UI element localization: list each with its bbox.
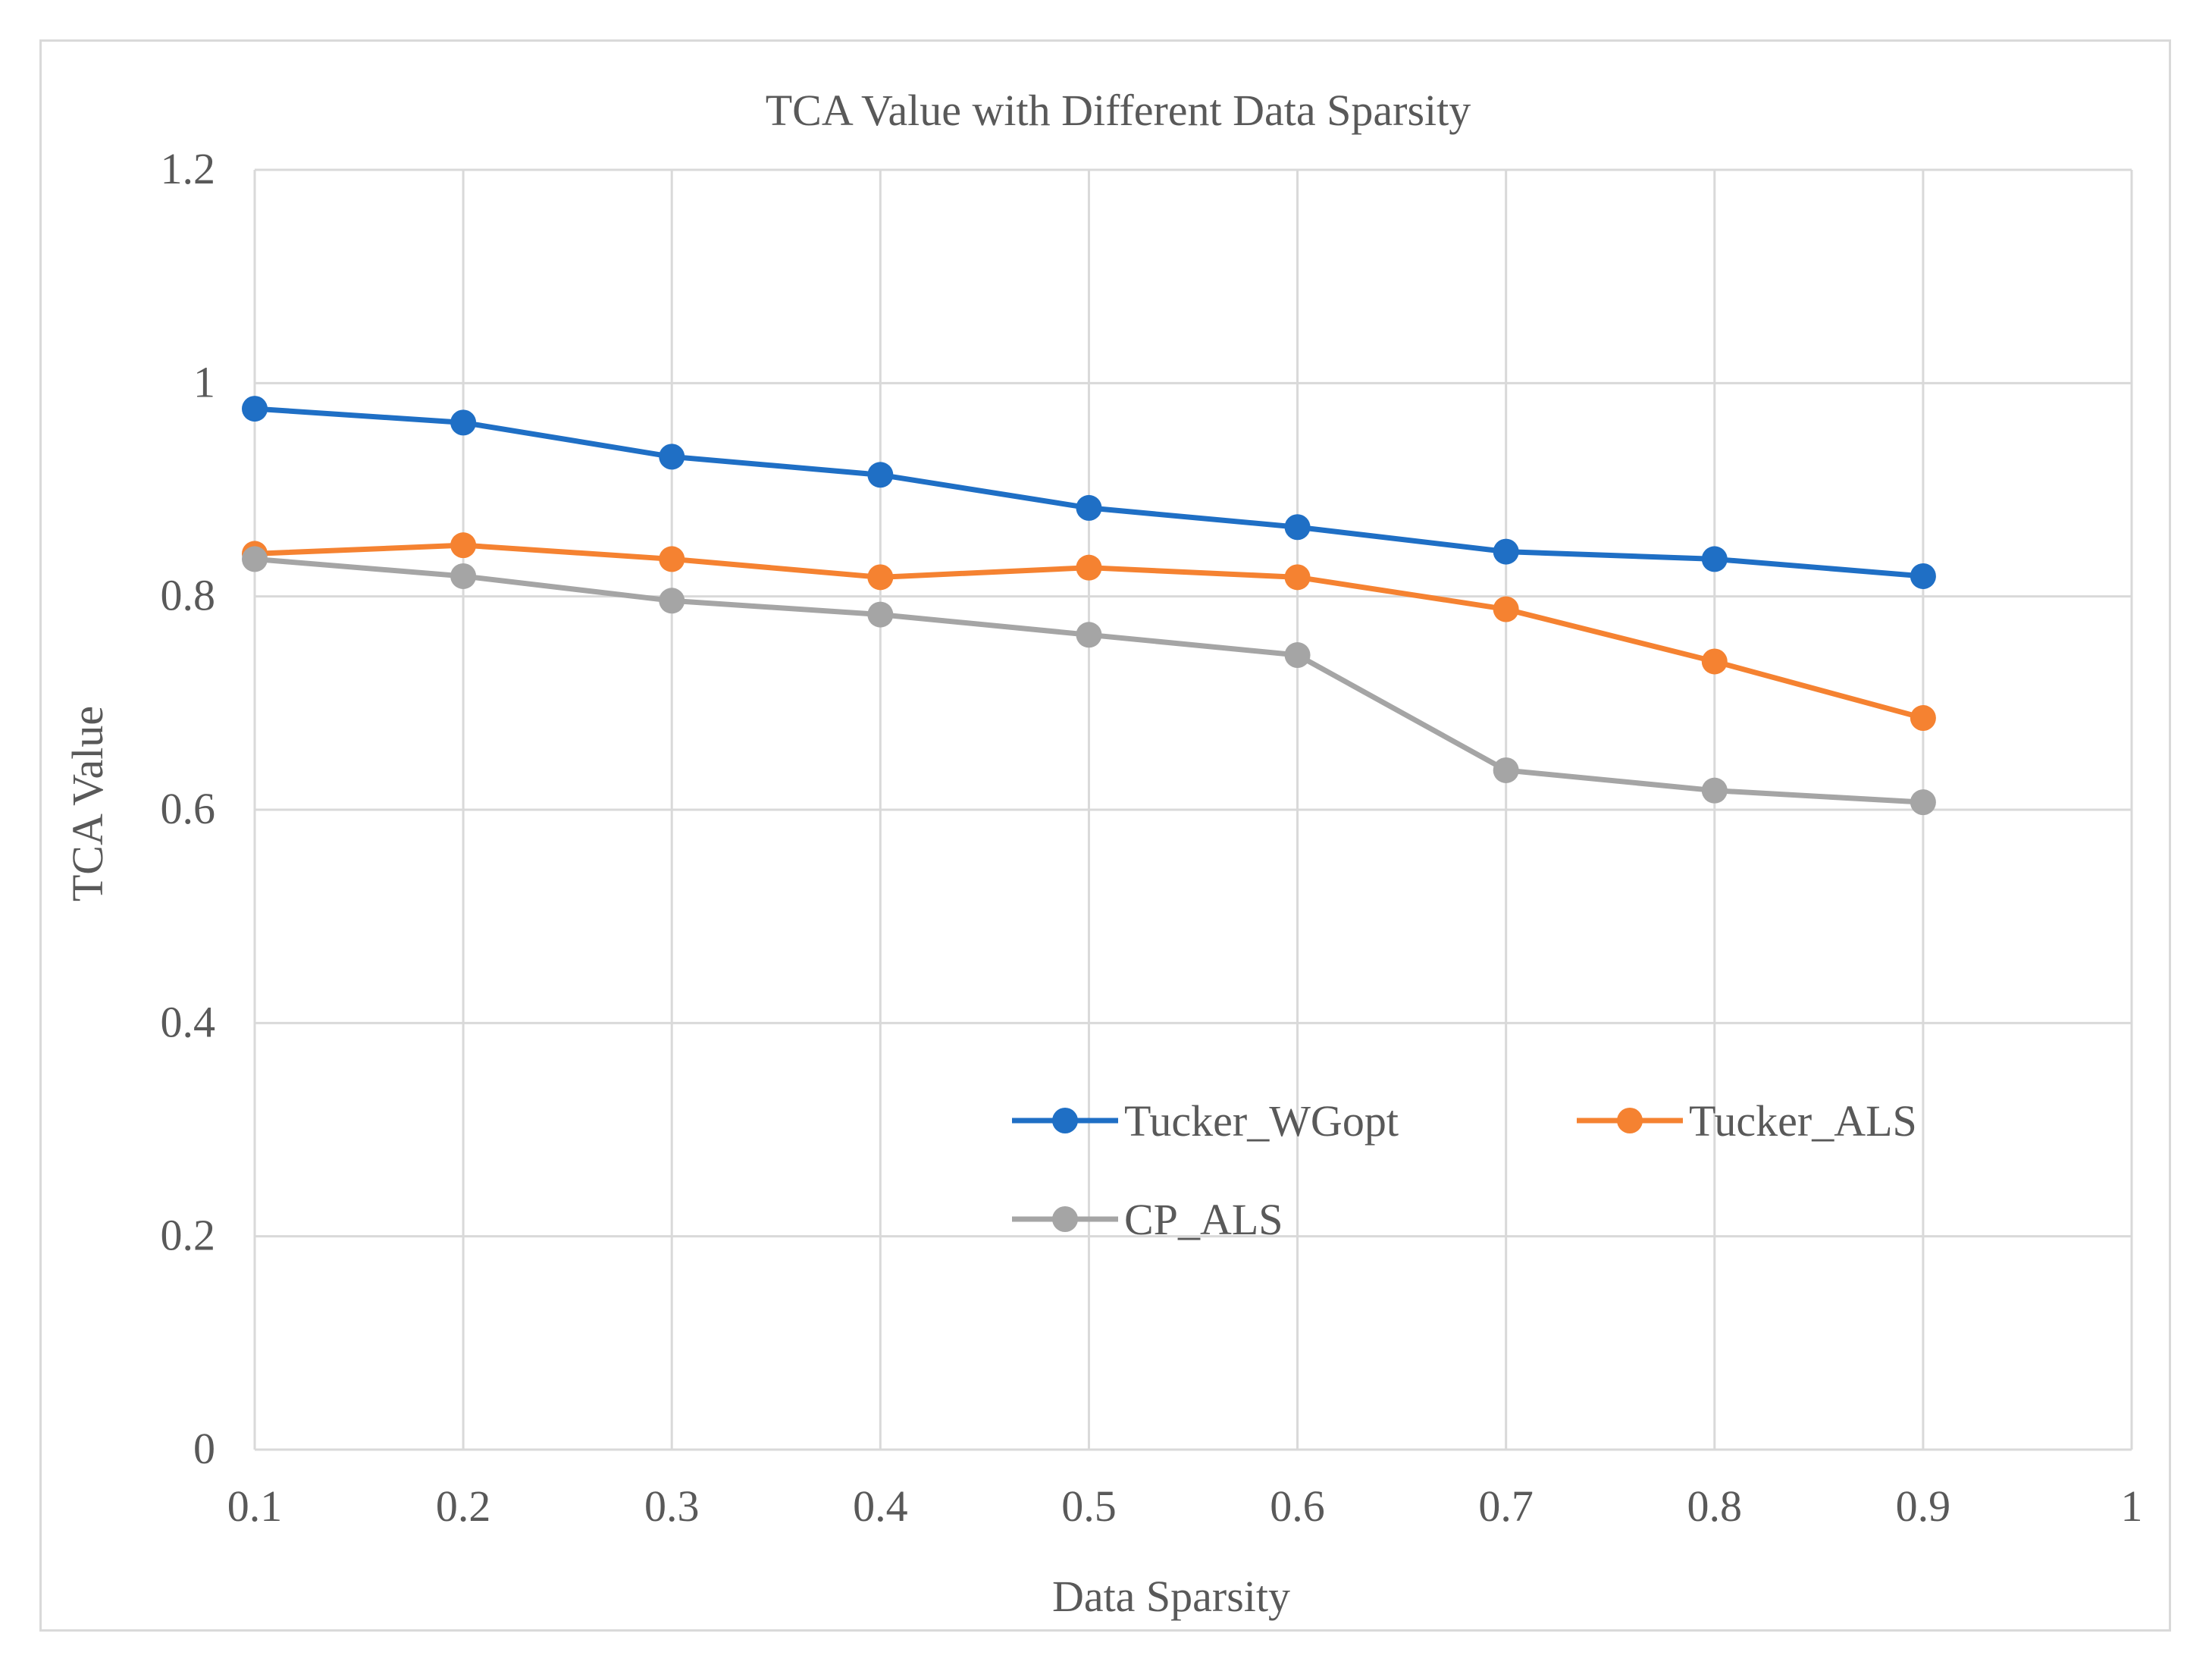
y-tick-label: 1 (193, 357, 215, 406)
y-axis-ticks: 0 0.2 0.4 0.6 0.8 1 1.2 (161, 144, 216, 1473)
data-point (1701, 648, 1728, 675)
y-axis-title: TCA Value (63, 706, 112, 901)
data-point (1076, 494, 1102, 521)
y-tick-label: 0.8 (161, 571, 216, 620)
legend-marker (1617, 1108, 1643, 1133)
data-point (867, 462, 894, 488)
legend-label: Tucker_ALS (1689, 1096, 1917, 1146)
data-point (1076, 622, 1102, 648)
legend-entry: Tucker_WGopt (1012, 1096, 1399, 1146)
chart-title: TCA Value with Different Data Sparsity (766, 86, 1471, 135)
data-point (450, 532, 477, 559)
data-point (867, 564, 894, 591)
legend-label: CP_ALS (1124, 1195, 1283, 1244)
series-cp-als (242, 546, 1936, 816)
data-point (1910, 705, 1936, 732)
x-tick-label: 0.3 (644, 1481, 700, 1531)
series-tucker-wgopt (242, 396, 1936, 589)
data-point (867, 601, 894, 628)
data-point (1493, 596, 1519, 622)
data-point (450, 409, 477, 436)
legend-marker (1052, 1108, 1078, 1133)
x-tick-label: 0.9 (1896, 1481, 1951, 1531)
x-tick-label: 0.7 (1478, 1481, 1534, 1531)
x-tick-label: 0.6 (1270, 1481, 1325, 1531)
chart-frame (39, 39, 2171, 1632)
x-tick-label: 0.5 (1061, 1481, 1117, 1531)
data-point (1910, 789, 1936, 816)
grid (253, 168, 2133, 1451)
data-point (1493, 538, 1519, 565)
data-point (659, 546, 685, 572)
legend-label: Tucker_WGopt (1124, 1096, 1399, 1146)
x-axis-ticks: 0.1 0.2 0.3 0.4 0.5 0.6 0.7 0.8 0.9 1 (227, 1481, 2143, 1531)
legend-marker (1052, 1206, 1078, 1232)
data-point (1701, 777, 1728, 804)
data-point (659, 444, 685, 470)
x-tick-label: 0.4 (853, 1481, 908, 1531)
data-point (1910, 563, 1936, 589)
data-point (1076, 554, 1102, 581)
x-tick-label: 0.1 (227, 1481, 283, 1531)
x-axis-title: Data Sparsity (1052, 1572, 1290, 1621)
data-point (659, 588, 685, 614)
data-point (1284, 564, 1311, 591)
y-tick-label: 0.2 (161, 1211, 216, 1260)
x-tick-label: 1 (2121, 1481, 2143, 1531)
x-tick-label: 0.2 (436, 1481, 491, 1531)
data-point (1701, 546, 1728, 572)
y-tick-label: 0.6 (161, 784, 216, 833)
data-point (242, 546, 268, 572)
data-point (1284, 514, 1311, 541)
legend: Tucker_WGopt Tucker_ALS CP_ALS (1012, 1096, 1917, 1244)
y-tick-label: 0.4 (161, 997, 216, 1046)
legend-entry: Tucker_ALS (1577, 1096, 1917, 1146)
legend-entry: CP_ALS (1012, 1195, 1283, 1244)
y-tick-label: 0 (193, 1424, 215, 1473)
y-tick-label: 1.2 (161, 144, 216, 193)
data-point (450, 563, 477, 589)
data-point (1284, 642, 1311, 669)
series-layer (242, 396, 1936, 816)
series-tucker-als (242, 532, 1936, 732)
data-point (1493, 757, 1519, 783)
data-point (242, 396, 268, 422)
x-tick-label: 0.8 (1687, 1481, 1743, 1531)
